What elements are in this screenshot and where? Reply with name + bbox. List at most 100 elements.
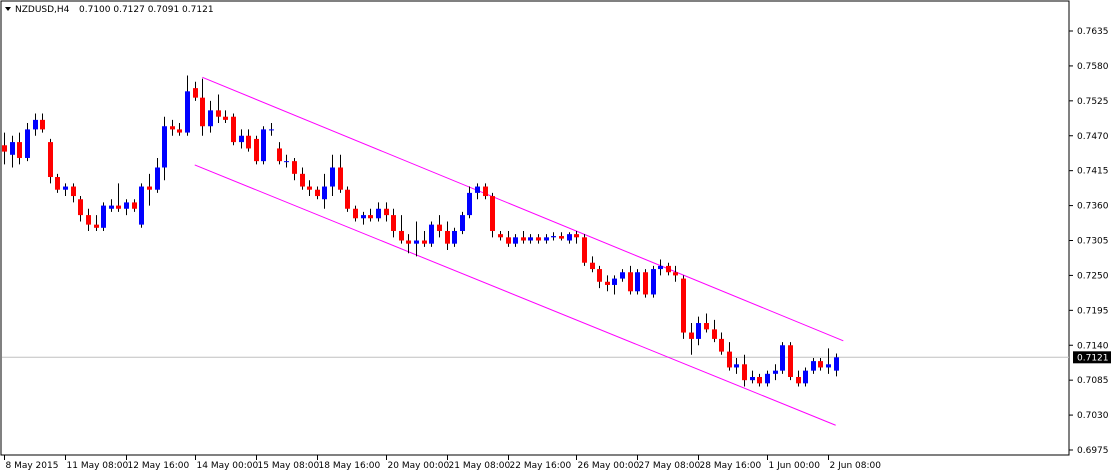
candle-body <box>483 186 488 197</box>
candle-body <box>605 281 610 285</box>
candle <box>803 367 808 387</box>
candle-body <box>25 129 30 158</box>
candle <box>452 227 457 247</box>
candle <box>483 183 488 200</box>
candle-body <box>513 237 518 244</box>
candle-body <box>109 205 114 209</box>
price-tick-label: 0.7250 <box>1077 271 1109 281</box>
candle <box>765 370 770 387</box>
candle-body <box>536 237 541 241</box>
candle-body <box>292 161 297 174</box>
candle <box>132 199 137 212</box>
time-tick-label: 21 May 08:00 <box>449 461 511 471</box>
candle-body <box>239 135 244 143</box>
candle <box>170 119 175 136</box>
candle-body <box>33 119 38 130</box>
candle <box>811 357 816 374</box>
candle <box>284 154 289 168</box>
time-axis[interactable]: 8 May 2015 11 May 08:00 12 May 16:00 14 May… <box>4 455 882 471</box>
candle <box>750 370 755 384</box>
candle <box>384 202 389 222</box>
candle-body <box>620 272 625 279</box>
candle <box>17 132 22 165</box>
candle <box>590 256 595 273</box>
candle-body <box>185 91 190 133</box>
candle-body <box>757 376 762 384</box>
candle <box>200 78 205 136</box>
candle-body <box>445 230 450 244</box>
candle-body <box>200 97 205 127</box>
candle <box>528 234 533 244</box>
candle-body <box>796 376 801 384</box>
candle-body <box>544 237 549 241</box>
candle <box>673 265 678 282</box>
candle <box>10 135 15 168</box>
candle-body <box>559 236 564 239</box>
candle <box>475 183 480 200</box>
price-tick-label: 0.6975 <box>1077 446 1109 456</box>
time-tick-label: 8 May 2015 <box>6 461 59 471</box>
price-tick-label: 0.7360 <box>1077 202 1109 212</box>
candle-body <box>506 237 511 244</box>
candle <box>467 186 472 219</box>
candle <box>315 186 320 200</box>
candle-body <box>635 272 640 292</box>
candle <box>101 202 106 231</box>
channel-lower-line[interactable] <box>194 164 836 426</box>
channel-upper-line[interactable] <box>202 76 844 342</box>
candle <box>513 234 518 247</box>
candle-body <box>40 119 45 130</box>
candle <box>681 275 686 339</box>
plot-frame <box>0 0 1070 456</box>
candle-body <box>452 230 457 244</box>
candle <box>239 129 244 149</box>
candle <box>78 196 83 222</box>
candle <box>254 135 259 165</box>
candle-body <box>612 278 617 285</box>
candle-body <box>490 196 495 231</box>
candle-body <box>811 361 816 371</box>
candle <box>376 202 381 222</box>
candle-body <box>406 240 411 244</box>
time-tick-label: 12 May 16:00 <box>128 461 190 471</box>
candle <box>727 342 732 371</box>
symbol-timeframe: NZDUSD,H4 <box>15 5 70 15</box>
candle <box>406 234 411 254</box>
candle-body <box>834 357 839 371</box>
candle <box>757 373 762 387</box>
candle <box>498 230 503 241</box>
candle-body <box>155 167 160 190</box>
candle-body <box>551 236 556 238</box>
symbol-dropdown-icon[interactable] <box>5 7 11 11</box>
candle-body <box>269 129 274 131</box>
candle <box>818 357 823 371</box>
candle <box>582 234 587 266</box>
candle <box>689 323 694 355</box>
candle-body <box>284 161 289 163</box>
time-tick-label: 20 May 00:00 <box>388 461 450 471</box>
time-tick-label: 28 May 16:00 <box>700 461 762 471</box>
candle-body <box>422 240 427 244</box>
candle-body <box>2 145 7 152</box>
candle-body <box>261 129 266 162</box>
candle-body <box>414 240 419 244</box>
time-tick-label: 22 May 16:00 <box>510 461 572 471</box>
candle <box>696 316 701 346</box>
time-tick-label: 26 May 00:00 <box>578 461 640 471</box>
candle-body <box>712 329 717 339</box>
candle <box>666 262 671 276</box>
time-tick-label: 27 May 08:00 <box>639 461 701 471</box>
candle-body <box>63 186 68 190</box>
price-axis[interactable]: 0.7635 0.7580 0.7525 0.7470 0.7415 0.7360 0.73… <box>1069 27 1111 456</box>
candle-body <box>246 135 251 149</box>
candle <box>612 275 617 295</box>
candle-body <box>803 370 808 384</box>
candle-body <box>734 364 739 368</box>
candle-body <box>86 215 91 225</box>
candle-body <box>177 129 182 133</box>
candle <box>109 199 114 212</box>
candle <box>635 269 640 295</box>
candle <box>704 313 709 333</box>
